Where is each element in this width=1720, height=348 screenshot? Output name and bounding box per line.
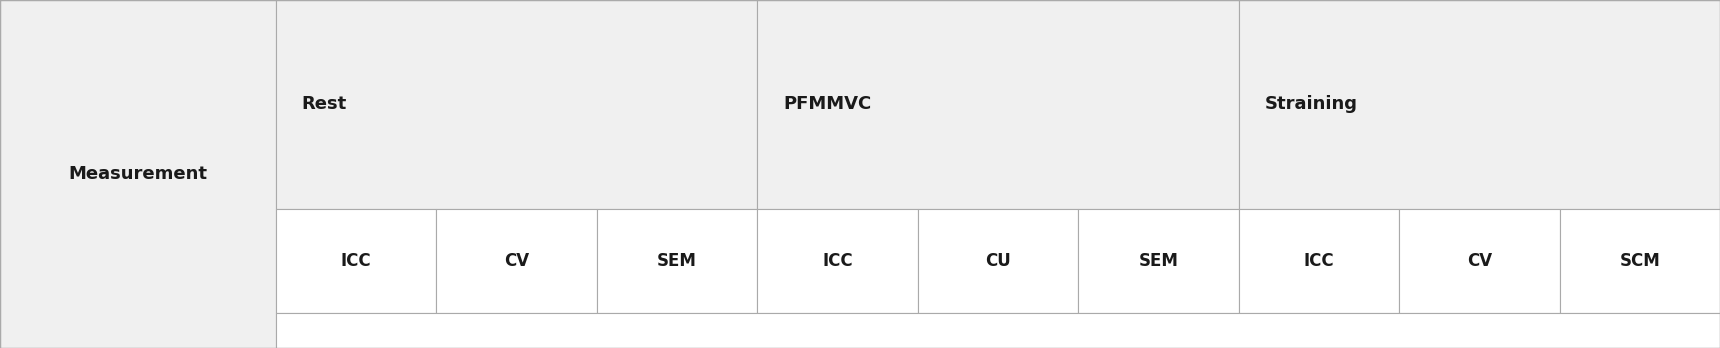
Text: ICC: ICC xyxy=(1304,252,1335,270)
Text: Straining: Straining xyxy=(1264,95,1357,113)
Bar xyxy=(757,209,918,313)
Bar xyxy=(1238,0,1720,209)
Text: SCM: SCM xyxy=(1620,252,1660,270)
Bar xyxy=(1238,209,1398,313)
Bar xyxy=(757,0,1238,209)
Bar xyxy=(275,313,1720,348)
Text: PFMMVC: PFMMVC xyxy=(783,95,872,113)
Bar xyxy=(275,209,437,313)
Bar xyxy=(1560,209,1720,313)
Text: SEM: SEM xyxy=(1139,252,1178,270)
Bar xyxy=(1398,209,1560,313)
Text: CV: CV xyxy=(1467,252,1491,270)
Bar xyxy=(918,209,1078,313)
Text: Measurement: Measurement xyxy=(69,165,208,183)
Text: ICC: ICC xyxy=(341,252,372,270)
Text: CV: CV xyxy=(504,252,530,270)
Text: SEM: SEM xyxy=(657,252,697,270)
Bar xyxy=(437,209,597,313)
Bar xyxy=(275,0,757,209)
Bar xyxy=(1078,209,1238,313)
Text: ICC: ICC xyxy=(822,252,853,270)
Text: CU: CU xyxy=(986,252,1011,270)
Bar xyxy=(0,0,275,348)
Bar xyxy=(597,209,757,313)
Text: Rest: Rest xyxy=(301,95,347,113)
